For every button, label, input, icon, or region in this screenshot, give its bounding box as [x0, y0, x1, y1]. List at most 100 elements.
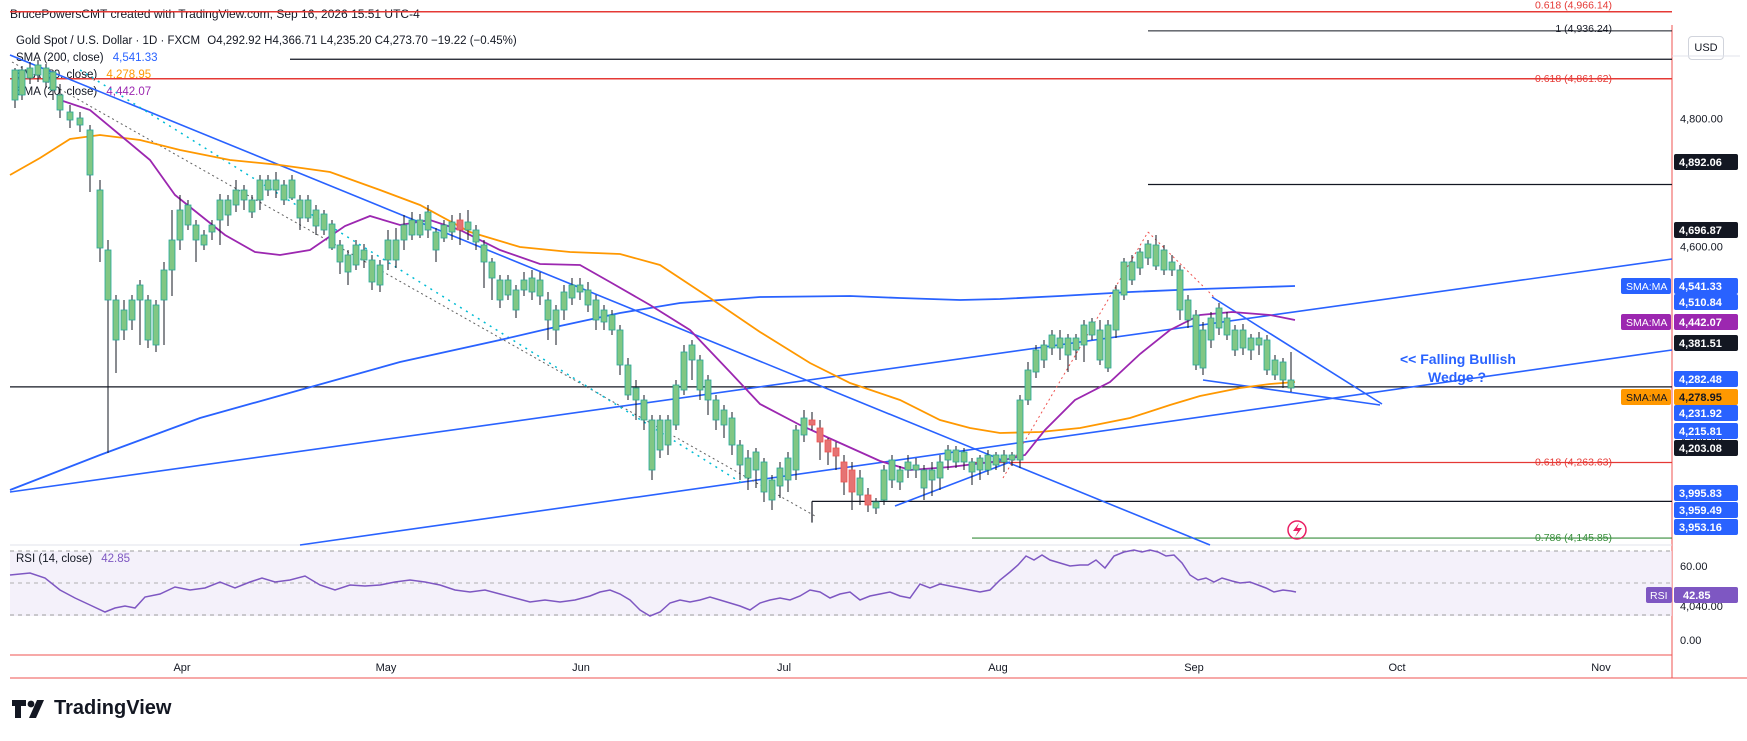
candle-body[interactable]: [1088, 321, 1096, 336]
candle-body[interactable]: [1128, 261, 1136, 281]
candle-body[interactable]: [656, 419, 664, 451]
channel-line-upper[interactable]: [9, 258, 1673, 493]
candle-body[interactable]: [960, 451, 968, 463]
candle-body[interactable]: [352, 244, 360, 266]
candle-body[interactable]: [512, 289, 520, 311]
red-dotted-trendline-b[interactable]: [1147, 231, 1216, 299]
candle-body[interactable]: [888, 459, 896, 481]
candle-body[interactable]: [1144, 243, 1152, 259]
candle-body[interactable]: [912, 464, 920, 471]
candle-body[interactable]: [720, 409, 728, 426]
candle-body[interactable]: [416, 219, 424, 236]
candle-body[interactable]: [320, 213, 328, 231]
candle-body[interactable]: [1080, 324, 1088, 346]
candle-body[interactable]: [744, 457, 752, 479]
candle-body[interactable]: [432, 231, 440, 251]
candle-body[interactable]: [832, 447, 840, 457]
candle-body[interactable]: [1032, 349, 1040, 373]
candle-body[interactable]: [992, 454, 1000, 466]
candle-body[interactable]: [1263, 339, 1271, 371]
candle-body[interactable]: [704, 379, 712, 401]
symbol-title[interactable]: Gold Spot / U.S. Dollar · 1D · FXCM: [16, 35, 201, 47]
candle-body[interactable]: [760, 461, 768, 493]
candle-body[interactable]: [496, 279, 504, 301]
candle-body[interactable]: [712, 399, 720, 421]
candle-body[interactable]: [1184, 299, 1192, 321]
candle-body[interactable]: [824, 439, 832, 453]
candle-body[interactable]: [976, 457, 984, 471]
candle-body[interactable]: [728, 417, 736, 446]
candle-body[interactable]: [1056, 337, 1064, 349]
candle-body[interactable]: [264, 179, 272, 191]
candle-body[interactable]: [568, 284, 576, 299]
candle-body[interactable]: [1048, 334, 1056, 349]
candle-body[interactable]: [240, 189, 248, 201]
candle-body[interactable]: [680, 351, 688, 391]
candle-body[interactable]: [576, 284, 584, 293]
downtrend-line-dotted[interactable]: [11, 61, 816, 517]
candle-body[interactable]: [1247, 337, 1255, 351]
candle-body[interactable]: [312, 209, 320, 227]
candle-body[interactable]: [1207, 317, 1215, 341]
candle-body[interactable]: [248, 199, 256, 213]
candle-body[interactable]: [1104, 324, 1112, 369]
candle-body[interactable]: [920, 469, 928, 489]
candle-body[interactable]: [520, 279, 528, 291]
candle-body[interactable]: [440, 224, 448, 239]
candle-body[interactable]: [1239, 329, 1247, 349]
candle-body[interactable]: [1072, 337, 1080, 351]
candle-body[interactable]: [664, 419, 672, 446]
alert-icon[interactable]: [1287, 520, 1307, 540]
candle-body[interactable]: [144, 299, 152, 341]
candle-body[interactable]: [928, 469, 936, 481]
candle-body[interactable]: [560, 291, 568, 311]
candle-body[interactable]: [336, 244, 344, 263]
candle-body[interactable]: [1096, 329, 1104, 361]
candle-body[interactable]: [504, 279, 512, 296]
candle-body[interactable]: [376, 264, 384, 286]
candle-body[interactable]: [224, 199, 232, 216]
candle-body[interactable]: [608, 314, 616, 331]
candle-body[interactable]: [120, 309, 128, 331]
candle-body[interactable]: [392, 239, 400, 261]
candle-body[interactable]: [1192, 314, 1200, 366]
candle-body[interactable]: [672, 384, 680, 426]
candle-body[interactable]: [168, 239, 176, 271]
candle-body[interactable]: [880, 469, 888, 501]
sma200-legend[interactable]: SMA (200, close) 4,541.33: [16, 50, 517, 67]
candle-body[interactable]: [872, 501, 880, 509]
candle-body[interactable]: [1112, 289, 1120, 331]
candle-body[interactable]: [1199, 329, 1207, 369]
candle-body[interactable]: [1064, 337, 1072, 356]
candle-body[interactable]: [632, 387, 640, 401]
candle-body[interactable]: [856, 477, 864, 496]
candle-body[interactable]: [648, 419, 656, 471]
candle-body[interactable]: [104, 249, 112, 301]
rsi-legend[interactable]: RSI (14, close) 42.85: [16, 553, 130, 565]
sma20-line[interactable]: [59, 99, 1296, 471]
candle-body[interactable]: [184, 204, 192, 226]
candle-body[interactable]: [640, 399, 648, 421]
candle-body[interactable]: [208, 224, 216, 233]
candle-body[interactable]: [816, 427, 824, 443]
candle-body[interactable]: [296, 199, 304, 219]
candle-body[interactable]: [1287, 379, 1295, 389]
candle-body[interactable]: [232, 189, 240, 206]
candle-body[interactable]: [864, 494, 872, 506]
candle-body[interactable]: [792, 429, 800, 471]
candle-body[interactable]: [480, 244, 488, 263]
candle-body[interactable]: [112, 299, 120, 341]
candle-body[interactable]: [552, 309, 560, 331]
candle-body[interactable]: [86, 129, 94, 176]
candle-body[interactable]: [288, 179, 296, 199]
candle-body[interactable]: [280, 184, 288, 201]
candle-body[interactable]: [616, 329, 624, 366]
candle-body[interactable]: [1176, 269, 1184, 311]
candle-body[interactable]: [360, 249, 368, 261]
candle-body[interactable]: [256, 179, 264, 201]
candle-body[interactable]: [472, 229, 480, 243]
channel-line-lower[interactable]: [299, 349, 1673, 546]
candle-body[interactable]: [400, 224, 408, 241]
candle-body[interactable]: [688, 344, 696, 361]
